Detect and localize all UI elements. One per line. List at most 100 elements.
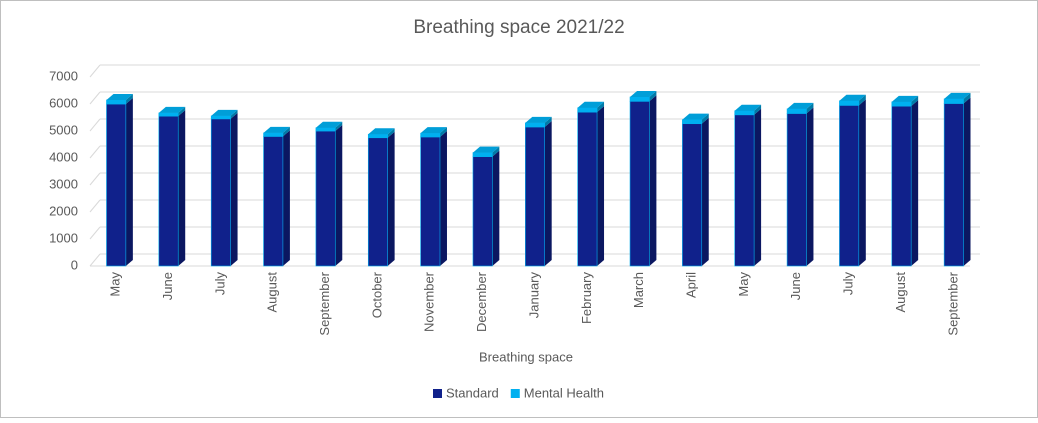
bar: [943, 103, 964, 267]
bar-side: [387, 131, 395, 266]
x-tick-label: December: [474, 271, 489, 332]
bar-side: [335, 125, 343, 266]
grid-line-side: [89, 145, 101, 159]
bar-side: [701, 113, 709, 124]
y-tick-label: 3000: [49, 176, 78, 191]
bar: [839, 105, 860, 267]
legend-label: Mental Health: [524, 385, 604, 400]
x-tick-label: February: [579, 272, 594, 325]
bar-side: [544, 120, 552, 266]
grid-line-side: [89, 253, 101, 267]
bar: [367, 137, 388, 267]
bar-side: [335, 121, 343, 131]
grid-line-side: [89, 64, 101, 78]
bar-top: [263, 126, 290, 133]
bar-top: [158, 106, 186, 113]
bar-side: [963, 92, 971, 104]
grid-line-side: [89, 118, 101, 132]
bar: [525, 122, 545, 128]
grid-line-side: [89, 226, 101, 240]
bar-top: [787, 102, 814, 109]
bar-side: [544, 116, 552, 127]
bar-top: [577, 101, 605, 108]
bar: [315, 130, 336, 267]
bar-side: [649, 95, 657, 266]
bar-side: [806, 102, 814, 114]
chart-title: Breathing space 2021/22: [413, 17, 624, 38]
bar-side: [178, 106, 186, 117]
bar-top: [368, 128, 395, 135]
bar-side: [597, 101, 605, 113]
bar: [577, 107, 598, 113]
bar: [263, 136, 284, 267]
bar: [210, 118, 231, 267]
y-tick-label: 6000: [49, 95, 78, 110]
x-tick-label: April: [683, 272, 698, 298]
bar-side: [858, 94, 866, 106]
bar: [629, 96, 650, 102]
bar: [891, 105, 912, 267]
bar: [106, 99, 127, 105]
y-tick-label: 5000: [49, 122, 78, 137]
bar-side: [806, 107, 814, 266]
x-tick-label: March: [631, 272, 646, 308]
bar-side: [492, 146, 500, 157]
x-tick-label: August: [265, 272, 280, 313]
bar-side: [178, 110, 186, 267]
bar-side: [754, 108, 762, 266]
x-tick-label: June: [788, 272, 803, 300]
bar-side: [492, 150, 500, 266]
bar: [472, 156, 493, 267]
bar-top: [211, 109, 238, 116]
bar-side: [963, 97, 971, 267]
bar-side: [282, 126, 290, 137]
bar-side: [387, 128, 395, 138]
bar-top: [734, 104, 762, 111]
bar: [210, 115, 231, 120]
bar-side: [439, 130, 447, 266]
bar: [367, 133, 388, 139]
x-tick-label: November: [422, 271, 437, 332]
x-tick-label: October: [369, 271, 384, 318]
bar: [786, 113, 807, 267]
bar-top: [525, 116, 552, 123]
bar-side: [597, 106, 605, 266]
bar: [420, 132, 441, 138]
y-tick-label: 1000: [49, 230, 78, 245]
legend-label: Standard: [446, 385, 499, 400]
grid-line-side: [89, 91, 101, 105]
bar-top: [472, 146, 500, 153]
x-axis-title: Breathing space: [479, 349, 573, 364]
bar-top: [891, 95, 919, 102]
bar-side: [125, 98, 133, 266]
x-tick-label: July: [841, 272, 856, 296]
x-tick-label: September: [945, 271, 960, 335]
bar: [472, 152, 493, 157]
bar-top: [682, 113, 709, 120]
bar-top: [315, 121, 343, 128]
legend-swatch: [510, 389, 520, 398]
bar-side: [230, 112, 238, 266]
bar-side: [701, 117, 709, 267]
bar-top: [420, 127, 447, 134]
x-tick-label: September: [317, 271, 332, 335]
bar: [891, 101, 912, 107]
grid-line-side: [89, 199, 101, 213]
bar: [106, 103, 127, 267]
bar-top: [106, 93, 133, 100]
bar: [839, 100, 860, 106]
x-tick-label: July: [212, 272, 227, 296]
bar: [158, 112, 179, 117]
x-tick-label: August: [893, 272, 908, 313]
bar-side: [911, 100, 919, 266]
bar: [943, 98, 964, 104]
bar: [734, 114, 755, 267]
bar: [525, 126, 545, 267]
bar-side: [439, 127, 447, 137]
bar: [682, 119, 703, 125]
bar: [577, 111, 598, 267]
y-tick-label: 2000: [49, 203, 78, 218]
bar-side: [649, 90, 657, 102]
bar-side: [230, 109, 238, 119]
